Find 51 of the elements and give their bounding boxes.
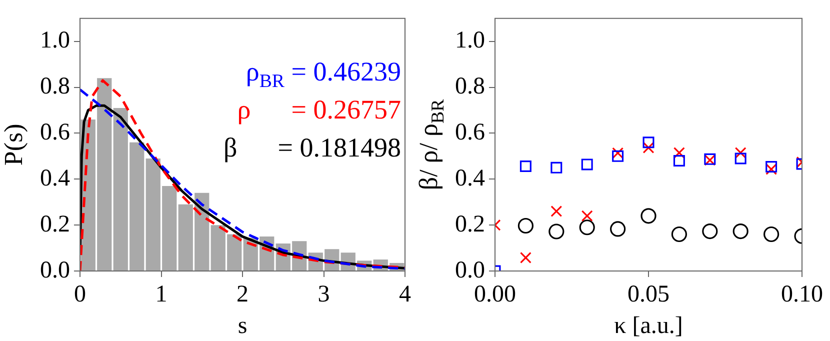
point [732, 223, 748, 240]
point [612, 147, 624, 159]
point [581, 210, 593, 222]
y-axis-title: β/ ρ/ ρBR [414, 98, 448, 190]
point [671, 226, 687, 242]
y-tick-label: 0.0 [40, 257, 70, 284]
y-tick-label: 0.2 [40, 211, 70, 238]
x-tick-label: 0.00 [474, 282, 516, 308]
y-tick-label: 0.8 [40, 74, 70, 100]
x-axis-title: s [238, 313, 248, 339]
y-tick-label: 1.0 [40, 28, 70, 54]
point [702, 223, 718, 240]
y-axis-title: P(s) [0, 124, 28, 166]
point [579, 220, 595, 236]
x-tick-label: 4 [399, 282, 411, 308]
y-tick-label: 0.4 [455, 165, 485, 192]
point [610, 221, 626, 237]
y-tick-label: 0.8 [455, 74, 485, 100]
y-tick-label: 1.0 [455, 28, 485, 54]
y-tick-label: 0.4 [40, 165, 70, 192]
point [642, 142, 654, 154]
point [581, 158, 593, 170]
series-label: β = 0.181498 [224, 132, 402, 162]
x-tick-label: 1 [155, 282, 168, 308]
point [520, 252, 532, 264]
point [550, 162, 562, 174]
text: ρ = 0.26757 [237, 94, 401, 124]
y-tick-label: 0.6 [455, 120, 485, 146]
x-tick-label: 0 [74, 282, 86, 308]
point [673, 146, 685, 158]
point [642, 136, 654, 148]
x-tick-label: 0.10 [781, 282, 823, 308]
point [640, 208, 656, 224]
y-tick-label: 0.2 [455, 211, 485, 238]
point [520, 160, 532, 172]
point [518, 218, 534, 234]
point [734, 152, 746, 164]
x-tick-label: 0.05 [628, 282, 670, 308]
point [766, 160, 778, 172]
y-tick-label: 0.6 [40, 120, 70, 146]
point [766, 164, 778, 176]
x-tick-label: 2 [236, 282, 248, 308]
point [764, 226, 780, 242]
point [548, 224, 564, 240]
x-axis-title: κ [a.u.] [614, 313, 683, 339]
point [550, 206, 562, 218]
x-tick-label: 3 [318, 282, 330, 308]
point [673, 155, 685, 167]
point [612, 150, 624, 162]
point [734, 146, 746, 158]
y-tick-label: 0.0 [455, 257, 485, 284]
